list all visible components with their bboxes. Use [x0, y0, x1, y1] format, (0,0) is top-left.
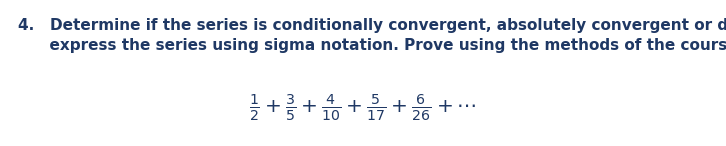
Text: express the series using sigma notation. Prove using the methods of the course.: express the series using sigma notation.… [18, 38, 726, 53]
Text: $\frac{1}{2}+\frac{3}{5}+\frac{4}{10}+\frac{5}{17}+\frac{6}{26}+\cdots$: $\frac{1}{2}+\frac{3}{5}+\frac{4}{10}+\f… [249, 93, 477, 123]
Text: 4.   Determine if the series is conditionally convergent, absolutely convergent : 4. Determine if the series is conditiona… [18, 18, 726, 33]
